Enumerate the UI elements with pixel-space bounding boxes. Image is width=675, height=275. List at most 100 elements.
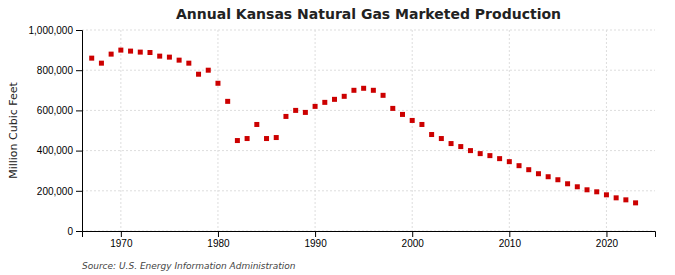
source-note: Source: U.S. Energy Information Administ… <box>82 261 296 271</box>
point <box>293 108 298 113</box>
tick: 800,000 <box>37 65 82 76</box>
point <box>177 58 182 63</box>
tick-mark <box>315 231 316 237</box>
point <box>410 118 415 123</box>
point <box>449 141 454 146</box>
tick: 400,000 <box>37 145 82 156</box>
tick: 1990 <box>304 231 327 249</box>
point <box>468 148 473 153</box>
grid-line-x <box>606 30 607 231</box>
point <box>575 184 580 189</box>
point <box>118 48 123 53</box>
tick: 2020 <box>596 231 619 249</box>
point <box>546 174 551 179</box>
point <box>138 50 143 55</box>
point <box>623 197 628 202</box>
point <box>497 156 502 161</box>
tick: 1970 <box>110 231 133 249</box>
grid-line-y <box>82 30 655 31</box>
point <box>633 200 638 205</box>
tick-mark <box>218 231 219 237</box>
plot-area: 1970 1980 1990 2000 2010 2020 0 200,000 400,000 6… <box>29 25 656 249</box>
chart: 1970 1980 1990 2000 2010 2020 0 200,000 400,000 6… <box>0 0 675 275</box>
grid-line-y <box>82 190 655 191</box>
point <box>555 177 560 182</box>
point <box>536 171 541 176</box>
point <box>332 97 337 102</box>
point <box>157 54 162 59</box>
tick-label: 600,000 <box>37 105 74 116</box>
point <box>604 192 609 197</box>
point <box>206 68 211 73</box>
tick-label: 2020 <box>596 238 619 249</box>
point <box>147 50 152 55</box>
point <box>439 136 444 141</box>
tick-mark <box>76 151 82 152</box>
tick-label: 800,000 <box>37 65 74 76</box>
grid-line-x <box>509 30 510 231</box>
tick: 1,000,000 <box>29 25 83 36</box>
point <box>351 88 356 93</box>
points <box>89 48 638 206</box>
tick-label: 2000 <box>402 238 425 249</box>
tick: 1980 <box>207 231 230 249</box>
tick: 2010 <box>499 231 522 249</box>
point <box>517 163 522 168</box>
tick-mark <box>76 191 82 192</box>
tick-mark <box>509 231 510 237</box>
tick-label: 1980 <box>207 238 230 249</box>
tick: 0 <box>67 226 82 237</box>
tick-label: 1,000,000 <box>29 25 74 36</box>
point <box>109 52 114 57</box>
y-axis: 0 200,000 400,000 600,000 800,000 1,000,000 <box>29 25 83 237</box>
point <box>526 167 531 172</box>
axis-line <box>83 232 656 238</box>
grid <box>82 30 655 231</box>
point <box>507 159 512 164</box>
tick-mark <box>121 231 122 237</box>
tick-label: 2010 <box>499 238 522 249</box>
point <box>361 86 366 91</box>
point <box>487 153 492 158</box>
grid-line-x <box>412 30 413 231</box>
tick-label: 0 <box>67 226 73 237</box>
point <box>478 151 483 156</box>
tick-label: 1970 <box>110 238 133 249</box>
grid-line-y <box>82 110 655 111</box>
point <box>565 181 570 186</box>
point <box>128 49 133 54</box>
title: Annual Kansas Natural Gas Marketed Produ… <box>176 6 561 22</box>
tick-mark <box>412 231 413 237</box>
point <box>458 144 463 149</box>
point <box>264 136 269 141</box>
point <box>245 136 250 141</box>
x-axis: 1970 1980 1990 2000 2010 2020 <box>83 231 656 249</box>
point <box>274 135 279 140</box>
point <box>429 132 434 137</box>
point <box>283 114 288 119</box>
tick: 2000 <box>402 231 425 249</box>
point <box>313 104 318 109</box>
y-axis-title: Million Cubic Feet <box>7 81 20 178</box>
tick-label: 400,000 <box>37 145 74 156</box>
point <box>196 72 201 77</box>
grid-line-x <box>315 30 316 231</box>
tick-label: 1990 <box>304 238 327 249</box>
point <box>381 93 386 98</box>
point <box>614 195 619 200</box>
point <box>89 56 94 61</box>
point <box>400 112 405 117</box>
tick: 200,000 <box>37 186 82 197</box>
tick: 600,000 <box>37 105 82 116</box>
point <box>322 100 327 105</box>
point <box>303 110 308 115</box>
tick-mark <box>76 30 82 31</box>
grid-line-x <box>120 30 121 231</box>
point <box>235 138 240 143</box>
point <box>225 99 230 104</box>
point <box>186 61 191 66</box>
point <box>342 94 347 99</box>
point <box>419 122 424 127</box>
tick-mark <box>606 231 607 237</box>
point <box>167 55 172 60</box>
